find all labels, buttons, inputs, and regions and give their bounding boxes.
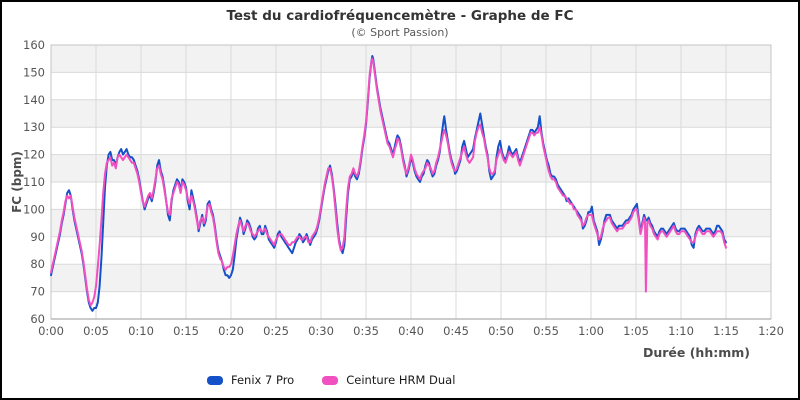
- fenix-series-swatch-icon: [207, 375, 223, 385]
- svg-text:1:10: 1:10: [668, 324, 694, 338]
- hrm-series-swatch-icon: [322, 375, 339, 385]
- chart-subtitle: (© Sport Passion): [351, 26, 449, 39]
- svg-text:0:40: 0:40: [398, 324, 424, 338]
- legend-item-ceinture-hrm-dual: Ceinture HRM Dual: [322, 373, 455, 387]
- y-axis-title: FC (bpm): [10, 151, 24, 213]
- svg-text:70: 70: [30, 285, 45, 299]
- svg-text:0:15: 0:15: [173, 324, 199, 338]
- svg-text:150: 150: [23, 65, 45, 79]
- svg-text:90: 90: [30, 230, 45, 244]
- svg-text:60: 60: [30, 312, 45, 326]
- svg-text:0:45: 0:45: [443, 324, 469, 338]
- legend-label: Ceinture HRM Dual: [346, 373, 456, 387]
- svg-text:0:30: 0:30: [308, 324, 334, 338]
- svg-text:0:10: 0:10: [128, 324, 154, 338]
- svg-text:0:25: 0:25: [263, 324, 289, 338]
- svg-text:100: 100: [23, 202, 45, 216]
- svg-text:140: 140: [23, 93, 45, 107]
- chart-title: Test du cardiofréquencemètre - Graphe de…: [226, 8, 574, 24]
- svg-text:1:15: 1:15: [713, 324, 739, 338]
- x-axis-title: Durée (hh:mm): [642, 345, 750, 360]
- svg-text:80: 80: [30, 257, 45, 271]
- svg-text:0:20: 0:20: [218, 324, 244, 338]
- svg-text:1:00: 1:00: [578, 324, 604, 338]
- svg-text:160: 160: [23, 38, 45, 52]
- svg-text:0:35: 0:35: [353, 324, 379, 338]
- svg-text:1:20: 1:20: [758, 324, 784, 338]
- svg-text:130: 130: [23, 120, 45, 134]
- svg-text:0:50: 0:50: [488, 324, 514, 338]
- svg-text:120: 120: [23, 148, 45, 162]
- svg-text:0:55: 0:55: [533, 324, 559, 338]
- svg-text:110: 110: [23, 175, 45, 189]
- svg-text:0:00: 0:00: [38, 324, 64, 338]
- legend-item-fenix-7-pro: Fenix 7 Pro: [207, 373, 294, 387]
- svg-text:0:05: 0:05: [83, 324, 109, 338]
- chart-legend: Fenix 7 Pro Ceinture HRM Dual: [207, 373, 455, 387]
- legend-label: Fenix 7 Pro: [231, 373, 295, 387]
- svg-text:1:05: 1:05: [623, 324, 649, 338]
